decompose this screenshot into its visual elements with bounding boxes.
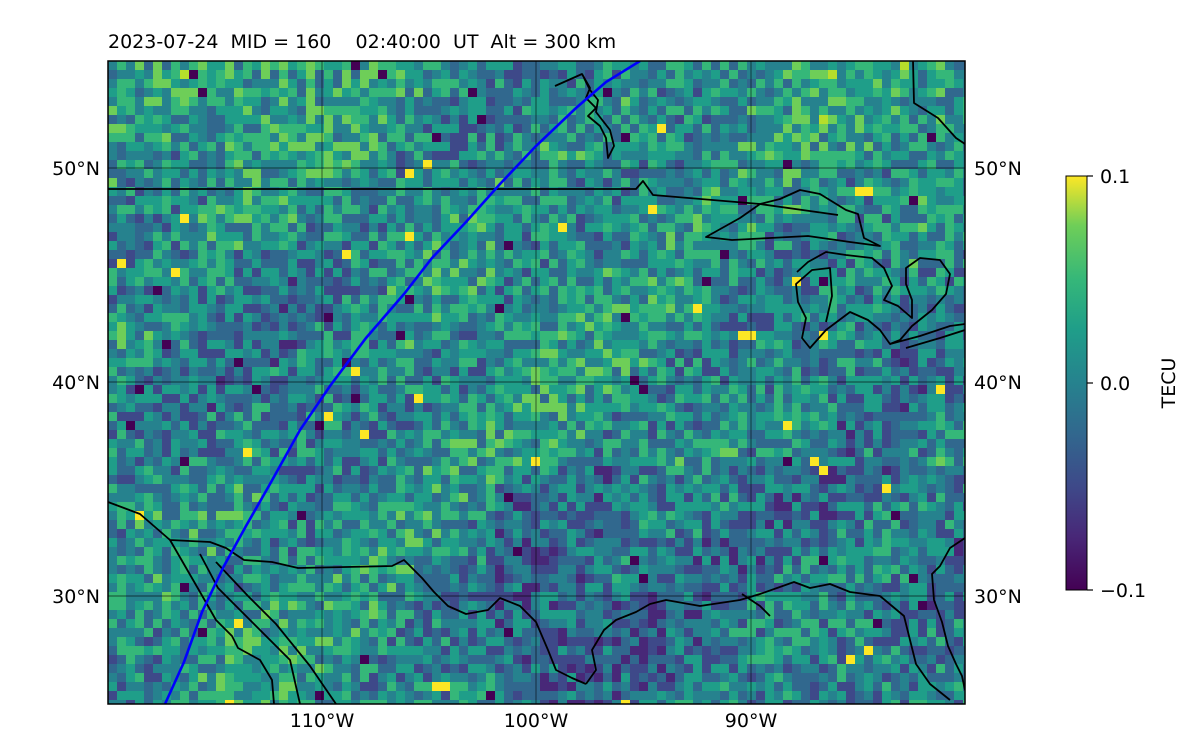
lat-tick-labels-left: 50°N 40°N 30°N [52, 158, 100, 608]
lat-tick-label-left-50n: 50°N [52, 158, 100, 180]
map-frame [107, 60, 966, 705]
lat-tick-label-right-50n: 50°N [974, 158, 1022, 180]
lon-tick-label-110w: 110°W [290, 710, 355, 732]
atlantic-coast [931, 537, 965, 691]
map-gridlines [108, 61, 965, 704]
colorbar-tick-label-min: −0.1 [1100, 580, 1146, 602]
lat-tick-label-right-40n: 40°N [974, 372, 1022, 394]
colorbar: 0.1 0.0 −0.1 TECU [1065, 166, 1180, 602]
lon-tick-labels: 110°W 100°W 90°W [290, 710, 778, 732]
lat-tick-labels-right: 50°N 40°N 30°N [974, 158, 1022, 608]
lake-erie-ontario [889, 323, 965, 349]
hudson-bay-coast [554, 73, 615, 159]
mexico-mainland-coast [169, 539, 275, 704]
northeast-coast [912, 61, 965, 145]
lat-tick-label-left-30n: 30°N [52, 586, 100, 608]
satellite-ground-track [163, 61, 641, 704]
lon-tick-label-100w: 100°W [504, 710, 569, 732]
us-canada-border [108, 180, 839, 216]
colorbar-tick-label-max: 0.1 [1100, 166, 1130, 188]
gulf-of-mexico-coast [585, 581, 951, 701]
lake-michigan-huron [795, 251, 951, 349]
colorbar-tick-label-zero: 0.0 [1100, 373, 1130, 395]
lake-superior [705, 189, 881, 247]
colorbar-label: TECU [1158, 358, 1180, 410]
colorbar-gradient [1065, 175, 1088, 591]
lat-tick-label-left-40n: 40°N [52, 372, 100, 394]
map-panel [108, 61, 965, 704]
us-mexico-border [108, 501, 587, 685]
coastlines-and-borders [108, 61, 965, 704]
figure-title: 2023-07-24 MID = 160 02:40:00 UT Alt = 3… [108, 31, 616, 53]
tec-residual-field [108, 61, 965, 704]
lon-tick-label-90w: 90°W [725, 710, 778, 732]
lat-tick-label-right-30n: 30°N [974, 586, 1022, 608]
